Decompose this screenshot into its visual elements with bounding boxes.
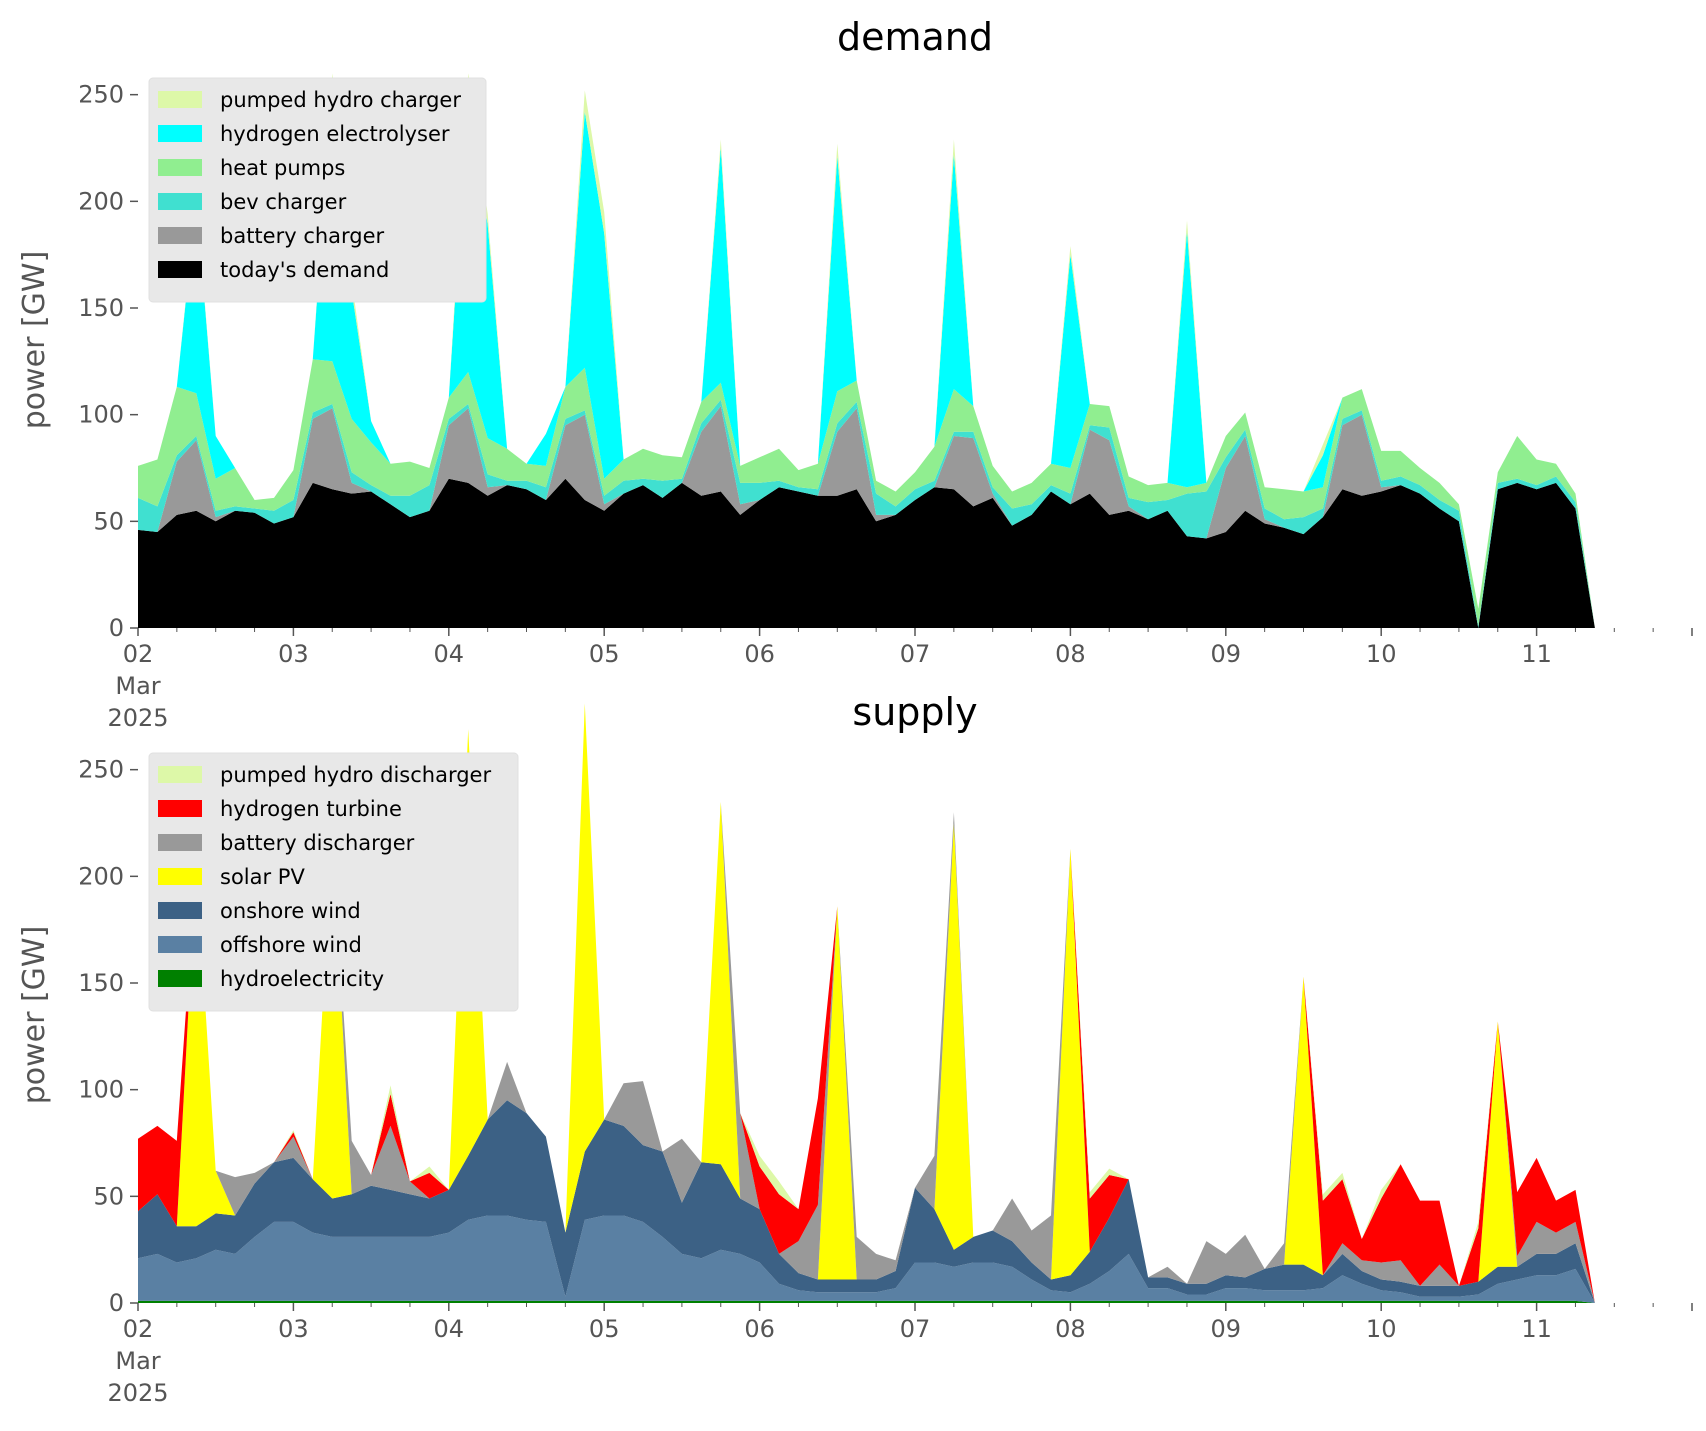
y-tick-label: 50 xyxy=(93,507,124,535)
legend-label: battery charger xyxy=(220,224,385,248)
y-axis-label: power [GW] xyxy=(17,926,52,1105)
legend-box xyxy=(148,77,487,303)
x-tick-sublabel: Mar xyxy=(115,1347,160,1375)
y-tick-label: 50 xyxy=(93,1182,124,1210)
x-tick-label: 07 xyxy=(900,1315,931,1343)
x-tick-label: 10 xyxy=(1366,1315,1397,1343)
y-tick-label: 0 xyxy=(109,1289,124,1317)
chart-title: demand xyxy=(837,15,993,59)
legend-label: hydrogen turbine xyxy=(220,797,402,821)
legend-label: bev charger xyxy=(220,190,347,214)
y-tick-label: 250 xyxy=(78,756,124,784)
x-tick-label: 08 xyxy=(1055,1315,1086,1343)
x-tick-sublabel: Mar xyxy=(115,672,160,700)
legend-label: pumped hydro discharger xyxy=(220,763,491,787)
legend-swatch-heat-pumps xyxy=(158,159,202,176)
legend-swatch-hydroelectricity xyxy=(158,970,202,987)
x-tick-label: 03 xyxy=(278,640,309,668)
x-tick-label: 05 xyxy=(589,640,620,668)
y-tick-label: 150 xyxy=(78,969,124,997)
x-tick-label: 04 xyxy=(434,640,465,668)
legend: pumped hydro charger hydrogen electrolyse… xyxy=(148,77,487,303)
series-area-offshore-wind xyxy=(138,1215,1688,1303)
y-axis-label: power [GW] xyxy=(17,251,52,430)
legend-label: hydrogen electrolyser xyxy=(220,122,450,146)
legend-swatch-hydrogen-turbine xyxy=(158,800,202,817)
x-tick-label: 06 xyxy=(744,1315,775,1343)
legend-label: pumped hydro charger xyxy=(220,88,461,112)
x-tick-label: 07 xyxy=(900,640,931,668)
x-tick-label: 05 xyxy=(589,1315,620,1343)
supply-panel: supply power [GW] 0 50 100 150 200 250 02 03 04 05 0… xyxy=(17,690,1693,1407)
legend-swatch-pumped-hydro-charger xyxy=(158,91,202,108)
series-area-onshore-wind xyxy=(138,1100,1688,1303)
y-tick-label: 100 xyxy=(78,1076,124,1104)
legend-label: offshore wind xyxy=(220,933,362,957)
legend-swatch-battery-discharger xyxy=(158,834,202,851)
series-area-today-s-demand xyxy=(138,478,1688,628)
x-tick-label: 02 xyxy=(123,640,154,668)
legend-swatch-onshore-wind xyxy=(158,902,202,919)
series-area-hydroelectricity xyxy=(138,1300,1688,1303)
legend-swatch-pumped-hydro-discharger xyxy=(158,766,202,783)
x-tick-label: 09 xyxy=(1211,640,1242,668)
y-tick-label: 250 xyxy=(78,81,124,109)
y-tick-label: 200 xyxy=(78,187,124,215)
series-area-solar-pv xyxy=(138,703,1688,1303)
x-tick-label: 03 xyxy=(278,1315,309,1343)
x-tick-label: 09 xyxy=(1211,1315,1242,1343)
legend-swatch-offshore-wind xyxy=(158,936,202,953)
legend-label: today's demand xyxy=(220,258,389,282)
y-tick-label: 100 xyxy=(78,401,124,429)
legend-label: heat pumps xyxy=(220,156,345,180)
legend-label: battery discharger xyxy=(220,831,415,855)
legend-label: onshore wind xyxy=(220,899,361,923)
legend-label: solar PV xyxy=(220,865,305,889)
legend-swatch-battery-charger xyxy=(158,227,202,244)
series-area-battery-discharger xyxy=(138,703,1688,1303)
x-tick-label: 02 xyxy=(123,1315,154,1343)
x-tick-label: 04 xyxy=(434,1315,465,1343)
legend-swatch-solar-pv xyxy=(158,868,202,885)
legend-box xyxy=(148,752,519,1012)
x-tick-sublabel: 2025 xyxy=(107,1379,168,1407)
x-tick-sublabel: 2025 xyxy=(107,704,168,732)
legend: pumped hydro discharger hydrogen turbine b… xyxy=(148,752,519,1012)
legend-label: hydroelectricity xyxy=(220,967,384,991)
y-tick-label: 0 xyxy=(109,614,124,642)
demand-panel: demand power [GW] 0 50 100 150 200 250 02 03 04 05 0… xyxy=(17,15,1693,732)
legend-swatch-hydrogen-electrolyser xyxy=(158,125,202,142)
chart-title: supply xyxy=(852,690,977,734)
legend-swatch-today-s-demand xyxy=(158,261,202,278)
x-tick-label: 10 xyxy=(1366,640,1397,668)
y-tick-label: 150 xyxy=(78,294,124,322)
legend-swatch-bev-charger xyxy=(158,193,202,210)
y-tick-label: 200 xyxy=(78,862,124,890)
x-tick-label: 11 xyxy=(1521,640,1552,668)
x-tick-label: 11 xyxy=(1521,1315,1552,1343)
x-tick-label: 08 xyxy=(1055,640,1086,668)
x-tick-label: 06 xyxy=(744,640,775,668)
